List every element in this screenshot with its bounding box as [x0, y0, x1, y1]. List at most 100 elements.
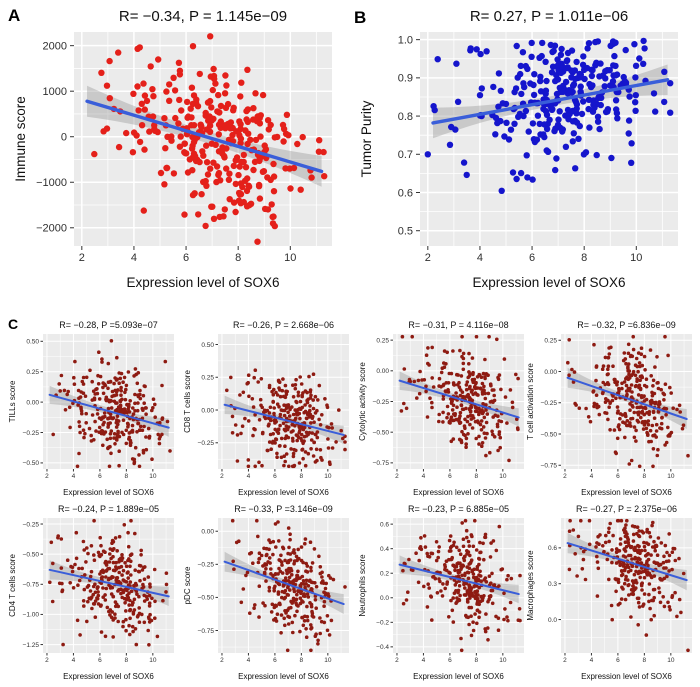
- svg-text:4: 4: [422, 657, 426, 664]
- svg-text:−0.25: −0.25: [198, 562, 215, 569]
- regression-line: [398, 379, 520, 419]
- svg-text:0.6: 0.6: [548, 545, 557, 552]
- svg-text:0.2: 0.2: [380, 571, 389, 578]
- panel-title: R= −0.32, P =6.836e−09: [577, 320, 675, 330]
- axis-labels: 2 4 6 8 10 0.6 0.3 0.0: [548, 545, 675, 664]
- svg-text:4: 4: [590, 473, 594, 480]
- svg-text:2: 2: [395, 657, 399, 664]
- svg-text:8: 8: [475, 657, 479, 664]
- y-axis-label: TILLs score: [8, 380, 17, 422]
- svg-text:10: 10: [284, 252, 296, 264]
- y-axis-label: CD8 T cells score: [183, 370, 192, 433]
- x-axis-label: Expression level of SOX6: [581, 488, 672, 497]
- svg-text:8: 8: [300, 657, 304, 664]
- svg-text:0.7: 0.7: [398, 149, 413, 161]
- svg-text:8: 8: [643, 657, 647, 664]
- svg-text:0.8: 0.8: [398, 111, 413, 123]
- svg-text:4: 4: [247, 657, 251, 664]
- panel-title: R= −0.31, P = 4.116e−08: [408, 320, 508, 330]
- svg-text:6: 6: [616, 473, 620, 480]
- panel-c6-pdc-score-chart: 2 4 6 8 10 0.00 −0.25 −0.50 −0.75 R= −0.33, P =3.…: [183, 504, 349, 681]
- svg-text:−0.50: −0.50: [23, 460, 40, 467]
- axis-labels: 2 4 6 8 10 0.25 0.00 −0.25 −0.50 −0.75: [541, 338, 675, 480]
- svg-text:4: 4: [131, 252, 137, 264]
- svg-text:0.00: 0.00: [376, 368, 389, 375]
- svg-text:0.50: 0.50: [201, 342, 214, 349]
- axis-labels: 2 4 6 8 10 −0.25 −0.50 −0.75 −1.00 −1.25: [23, 521, 157, 664]
- scatter-points: [424, 37, 674, 194]
- svg-text:2: 2: [563, 473, 567, 480]
- panel-title: R= −0.28, P =5.093e−07: [59, 320, 157, 330]
- svg-text:0.25: 0.25: [26, 369, 39, 376]
- svg-text:10: 10: [324, 657, 332, 664]
- svg-text:−1.00: −1.00: [23, 612, 40, 619]
- svg-text:1000: 1000: [43, 86, 67, 98]
- axis-labels: 2 4 6 8 10 0.00 −0.25 −0.50 −0.75: [198, 529, 332, 664]
- svg-text:6: 6: [273, 473, 277, 480]
- svg-text:−1.25: −1.25: [23, 642, 40, 649]
- y-axis-label: CD4 T cells score: [8, 554, 17, 617]
- svg-text:−0.50: −0.50: [198, 595, 215, 602]
- panel-c8-macrophages-chart: 2 4 6 8 10 0.6 0.3 0.0 R= −0.27, P = 2.375e−06 Ex…: [526, 504, 692, 681]
- svg-text:6: 6: [98, 657, 102, 664]
- regression-line: [48, 568, 170, 598]
- x-axis-label: Expression level of SOX6: [238, 488, 329, 497]
- axis-labels: 2 4 6 8 10 0.50 0.25 0.00 −0.25 −0.50: [23, 339, 157, 480]
- panel-title: R= 0.27, P = 1.011e−06: [470, 8, 628, 25]
- svg-text:0.0: 0.0: [548, 617, 557, 624]
- regression-line: [85, 99, 324, 174]
- svg-text:8: 8: [581, 252, 587, 264]
- svg-text:0.50: 0.50: [26, 339, 39, 346]
- svg-text:4: 4: [72, 473, 76, 480]
- svg-text:−0.25: −0.25: [541, 400, 558, 407]
- svg-text:4: 4: [590, 657, 594, 664]
- svg-text:0.6: 0.6: [380, 521, 389, 528]
- plot-background: [74, 32, 332, 246]
- y-axis-label: Neutrophils score: [358, 554, 367, 617]
- panel-c5-cd4-tcells-chart: 2 4 6 8 10 −0.25 −0.50 −0.75 −1.00 −1.25 R= −0.24,…: [8, 504, 174, 681]
- regression-line: [223, 403, 345, 436]
- svg-text:8: 8: [475, 473, 479, 480]
- svg-text:2: 2: [395, 473, 399, 480]
- x-axis-label: Expression level of SOX6: [238, 672, 329, 681]
- panel-title: R= −0.27, P = 2.375e−06: [576, 504, 677, 514]
- svg-text:4: 4: [477, 252, 483, 264]
- panel-c2-cd8-tcells-chart: 2 4 6 8 10 0.50 0.25 0.00 −0.25 R= −0.26, P = 2.6…: [183, 320, 349, 497]
- svg-text:2: 2: [220, 657, 224, 664]
- svg-text:8: 8: [125, 657, 129, 664]
- x-axis-label: Expression level of SOX6: [472, 275, 625, 290]
- svg-text:10: 10: [667, 657, 675, 664]
- svg-text:0.0: 0.0: [380, 595, 389, 602]
- svg-text:0: 0: [61, 132, 67, 144]
- svg-text:2: 2: [220, 473, 224, 480]
- scatter-points: [567, 518, 690, 653]
- svg-text:2: 2: [425, 252, 431, 264]
- svg-text:0.00: 0.00: [201, 407, 214, 414]
- svg-text:−0.50: −0.50: [541, 431, 558, 438]
- svg-text:6: 6: [273, 657, 277, 664]
- regression-line: [431, 78, 670, 125]
- svg-text:−0.75: −0.75: [23, 582, 40, 589]
- scatter-points: [91, 33, 328, 245]
- y-axis-label: Tumor Purity: [359, 100, 374, 177]
- gridlines: [561, 518, 692, 653]
- svg-text:0.6: 0.6: [398, 187, 413, 199]
- svg-text:8: 8: [125, 473, 129, 480]
- svg-text:−0.75: −0.75: [198, 628, 215, 635]
- regression-line: [223, 560, 345, 606]
- regression-line: [566, 376, 688, 420]
- panel-title: R= −0.26, P = 2.668e−06: [233, 320, 334, 330]
- svg-text:0.25: 0.25: [544, 338, 557, 345]
- y-axis-label: Macrophages score: [526, 550, 535, 621]
- axis-labels: 2 4 6 8 10 1.0 0.9 0.8 0.7 0.6 0.5: [398, 34, 643, 264]
- svg-text:10: 10: [149, 473, 157, 480]
- panel-title: R= −0.33, P =3.146e−09: [234, 504, 332, 514]
- x-axis-label: Expression level of SOX6: [581, 672, 672, 681]
- svg-text:4: 4: [247, 473, 251, 480]
- panel-c3-cytolytic-activity-chart: 2 4 6 8 10 0.25 0.00 −0.25 −0.50 −0.75 R= −0.31, P…: [358, 320, 524, 497]
- svg-text:10: 10: [499, 657, 507, 664]
- panel-b-tumor-purity-chart: 2 4 6 8 10 1.0 0.9 0.8 0.7 0.6 0.5 R= 0.27, P = 1.0…: [359, 8, 678, 290]
- y-axis-label: T cell activation score: [526, 363, 535, 440]
- svg-text:0.25: 0.25: [201, 375, 214, 382]
- plot-background: [561, 334, 692, 469]
